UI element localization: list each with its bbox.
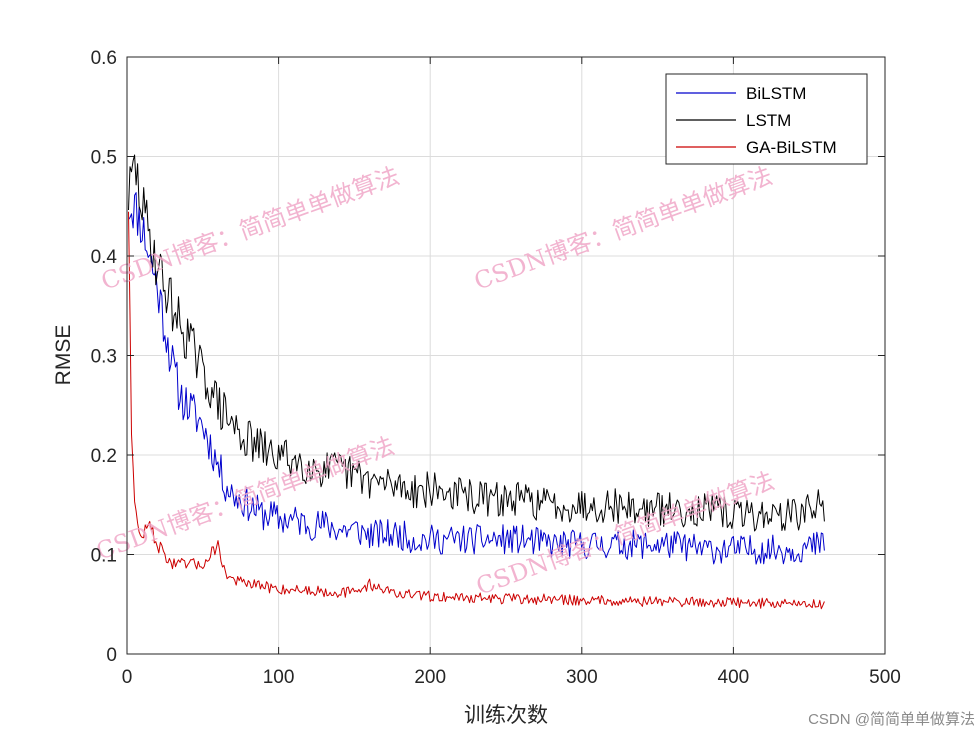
x-tick-label: 100 (263, 667, 295, 688)
x-tick-label: 400 (718, 667, 750, 688)
x-axis-label: 训练次数 (464, 704, 548, 727)
legend-box (665, 73, 868, 165)
y-tick-label: 0.6 (91, 48, 117, 69)
legend-label-bilstm: BiLSTM (746, 84, 806, 103)
x-tick-label: 300 (566, 667, 598, 688)
axis-ticks: 0 100 200 300 400 500 0 0.1 0.2 0.3 0.4 0.5 0.6 (91, 48, 901, 688)
legend-label-lstm: LSTM (746, 111, 791, 130)
series-line-bilstm (128, 192, 825, 565)
series-line-lstm (128, 154, 825, 532)
y-tick-label: 0.1 (91, 546, 117, 567)
series-line-ga-bilstm (128, 211, 825, 610)
x-tick-label: 200 (414, 667, 446, 688)
y-axis-label: RMSE (52, 325, 75, 386)
footer-credit: CSDN @简简单单做算法 (808, 710, 975, 728)
y-tick-label: 0.4 (91, 247, 118, 268)
legend: BiLSTM LSTM GA-BiLSTM (665, 73, 868, 165)
y-tick-label: 0.5 (91, 148, 117, 169)
y-tick-label: 0.2 (91, 446, 117, 467)
y-tick-label: 0 (106, 645, 117, 666)
x-tick-label: 0 (122, 667, 133, 688)
x-tick-label: 500 (869, 667, 901, 688)
y-tick-label: 0.3 (91, 347, 117, 368)
series-lines (128, 154, 825, 610)
legend-label-ga-bilstm: GA-BiLSTM (746, 138, 837, 157)
